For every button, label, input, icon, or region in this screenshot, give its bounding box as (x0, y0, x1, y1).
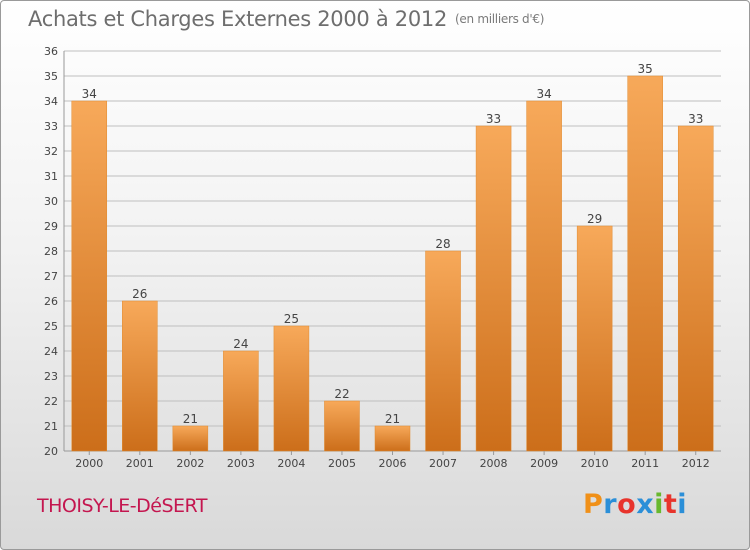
logo-letter: x (636, 489, 655, 520)
y-tick-label: 20 (44, 445, 58, 458)
y-tick-label: 33 (44, 120, 58, 133)
y-tick-label: 27 (44, 270, 58, 283)
proxiti-logo: Proxiti (583, 489, 687, 525)
y-tick-label: 28 (44, 245, 58, 258)
grid (63, 50, 721, 452)
chart-subtitle: (en milliers d'€) (455, 12, 545, 26)
x-tick-label: 2011 (631, 457, 659, 470)
logo-letter: o (617, 489, 637, 520)
data-label: 34 (82, 87, 97, 101)
y-tick-label: 29 (44, 220, 58, 233)
chart-title: Achats et Charges Externes 2000 à 2012 (e… (28, 7, 544, 31)
y-tick-label: 23 (44, 370, 58, 383)
bar (526, 100, 562, 452)
bar (324, 400, 360, 452)
bar (172, 425, 209, 452)
bar (475, 125, 512, 452)
bar (627, 75, 663, 452)
logo-letter: i (677, 489, 688, 520)
y-tick-label: 35 (44, 70, 58, 83)
bar (273, 325, 310, 452)
commune-name: THOISY-LE-DéSERT (37, 495, 207, 517)
data-label: 21 (183, 412, 198, 426)
y-tick-label: 24 (44, 345, 58, 358)
bars: 34 26 21 24 25 22 21 28 33 34 29 35 33 (71, 62, 714, 452)
data-label: 29 (587, 212, 602, 226)
logo-letter: r (603, 489, 618, 520)
bar (374, 425, 411, 452)
bar (677, 125, 714, 452)
data-label: 34 (536, 87, 551, 101)
data-label: 25 (284, 312, 299, 326)
x-tick-label: 2012 (682, 457, 710, 470)
x-tick-label: 2008 (480, 457, 508, 470)
x-tick-label: 2004 (277, 457, 305, 470)
y-axis: 20 21 22 23 24 25 26 27 28 29 30 31 32 33 34 35 36 (44, 45, 58, 458)
data-label: 28 (435, 237, 450, 251)
x-tick-label: 2007 (429, 457, 457, 470)
y-tick-label: 31 (44, 170, 58, 183)
y-tick-label: 36 (44, 45, 58, 58)
data-label: 22 (334, 387, 349, 401)
data-label: 35 (638, 62, 653, 76)
x-axis: 2000 2001 2002 2003 2004 2005 2006 2007 2008 2009… (75, 451, 710, 470)
bar (425, 250, 461, 452)
bar (71, 100, 108, 452)
y-tick-label: 21 (44, 420, 58, 433)
y-tick-label: 22 (44, 395, 58, 408)
logo-letter: P (583, 489, 604, 520)
bar (223, 350, 259, 452)
y-tick-label: 32 (44, 145, 58, 158)
y-tick-label: 30 (44, 195, 58, 208)
chart-title-text: Achats et Charges Externes 2000 à 2012 (28, 7, 448, 31)
y-tick-label: 34 (44, 95, 58, 108)
y-tick-label: 25 (44, 320, 58, 333)
bar (576, 225, 613, 452)
data-label: 33 (486, 112, 501, 126)
x-tick-label: 2002 (176, 457, 204, 470)
bar (122, 300, 158, 452)
x-tick-label: 2006 (379, 457, 407, 470)
x-tick-label: 2001 (126, 457, 154, 470)
data-label: 33 (688, 112, 703, 126)
data-label: 21 (385, 412, 400, 426)
x-tick-label: 2003 (227, 457, 255, 470)
y-tick-label: 26 (44, 295, 58, 308)
logo-letter: i (654, 489, 664, 520)
x-tick-label: 2005 (328, 457, 356, 470)
data-label: 24 (233, 337, 248, 351)
x-tick-label: 2010 (581, 457, 609, 470)
data-label: 26 (132, 287, 147, 301)
logo-letter: t (663, 489, 678, 520)
x-tick-label: 2009 (530, 457, 558, 470)
x-tick-label: 2000 (75, 457, 103, 470)
